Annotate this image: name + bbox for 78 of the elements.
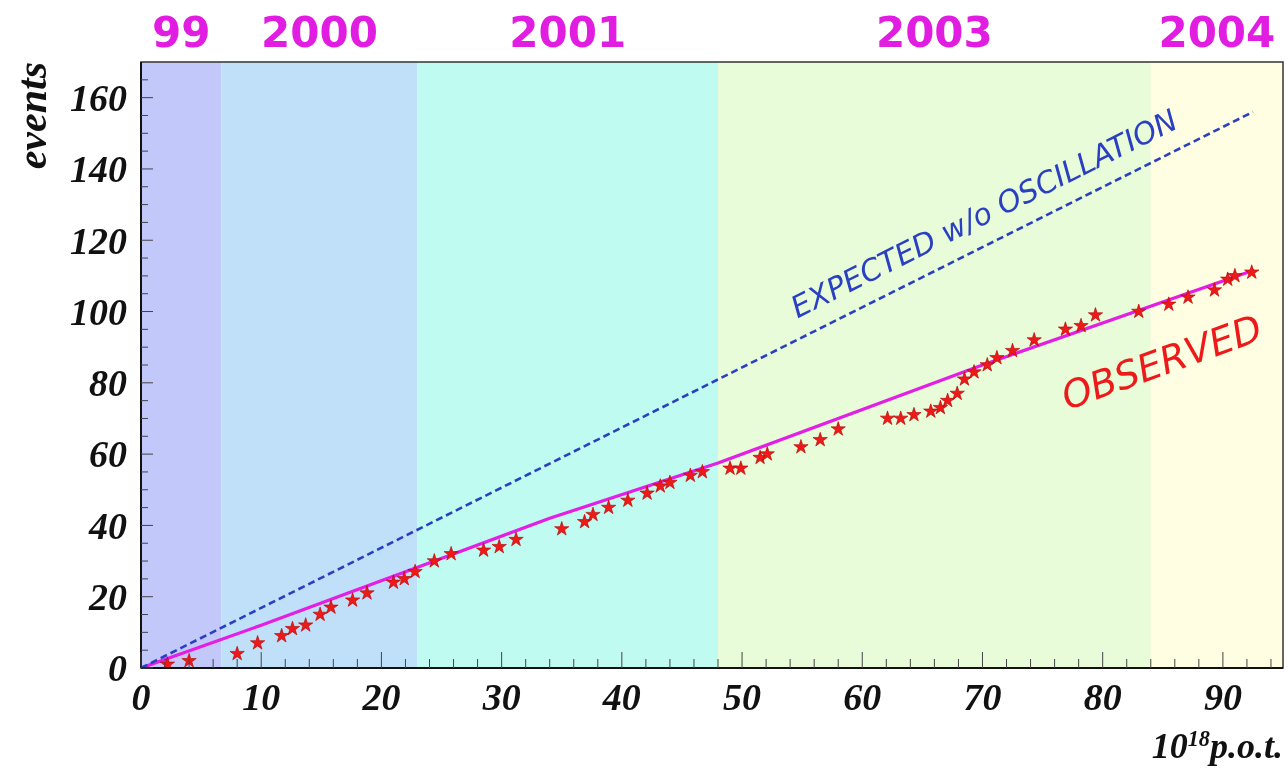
band-label: 2004 (1158, 8, 1276, 57)
point (979, 357, 995, 372)
point (793, 439, 809, 454)
point (880, 410, 895, 425)
point (426, 553, 442, 568)
point (1005, 342, 1021, 358)
x-tick-label: 20 (361, 676, 401, 718)
point (274, 628, 290, 643)
point (298, 617, 314, 632)
point (652, 478, 668, 493)
band-label: 2001 (509, 8, 627, 57)
band-label: 2000 (261, 8, 378, 57)
point (577, 514, 593, 529)
point (1026, 332, 1042, 347)
y-tick-label: 80 (89, 362, 127, 405)
point (682, 467, 698, 482)
y-tick-label: 120 (70, 219, 127, 262)
point (1207, 282, 1222, 297)
x-tick-label: 50 (723, 676, 762, 718)
y-tick-label: 100 (70, 290, 127, 333)
point (949, 385, 965, 400)
point (1227, 268, 1243, 283)
point (1161, 296, 1177, 311)
point (476, 542, 492, 557)
x-tick-label: 60 (843, 676, 882, 718)
point (284, 620, 300, 636)
point (1244, 264, 1260, 279)
band-label: 2003 (875, 8, 993, 57)
point (759, 446, 775, 461)
point (830, 421, 846, 436)
point (639, 485, 655, 500)
x-tick-label: 90 (1203, 676, 1242, 718)
point (812, 432, 828, 447)
point (250, 635, 266, 650)
point (443, 546, 459, 561)
point (385, 574, 401, 589)
point (508, 531, 524, 547)
y-tick-label: 40 (88, 504, 127, 547)
y-tick-label: 60 (89, 433, 127, 476)
y-tick-label: 0 (108, 647, 127, 690)
point (662, 474, 678, 490)
point (923, 403, 939, 418)
point (359, 585, 375, 600)
point (345, 592, 361, 607)
x-tick-label: 30 (481, 676, 521, 718)
point (956, 371, 972, 386)
point (396, 571, 412, 586)
point (932, 399, 948, 415)
point (966, 364, 982, 379)
point (989, 350, 1005, 365)
point (407, 563, 423, 579)
point (694, 464, 710, 479)
point (323, 599, 339, 614)
point (554, 521, 570, 536)
x-tick-label: 80 (1083, 676, 1122, 718)
x-tick-label: 40 (601, 676, 641, 718)
point (733, 460, 749, 475)
point (491, 538, 507, 554)
y-tick-label: 140 (70, 148, 127, 191)
x-tick-label: 70 (963, 676, 1002, 718)
point (620, 492, 636, 507)
band-label: 99 (152, 8, 211, 57)
x-axis-title: 10$^{18}$p.o.t. (1151, 725, 1283, 766)
point (159, 656, 175, 668)
point (312, 606, 328, 621)
point (940, 392, 956, 408)
point (722, 460, 738, 475)
point (906, 407, 922, 422)
point (601, 499, 617, 514)
y-axis-title: events (9, 62, 55, 170)
y-tick-label: 20 (88, 576, 127, 619)
point (1180, 289, 1196, 304)
point (893, 410, 909, 425)
point (181, 653, 197, 668)
y-tick-label: 160 (70, 76, 127, 119)
x-tick-label: 10 (242, 676, 281, 718)
point (229, 645, 245, 661)
point (585, 506, 601, 522)
